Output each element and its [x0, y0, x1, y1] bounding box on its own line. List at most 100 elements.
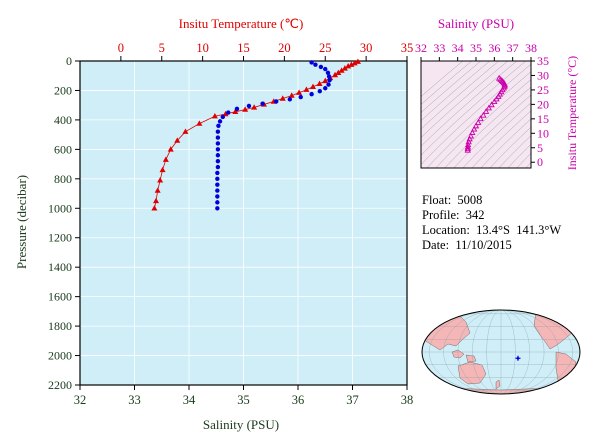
temperature-point [279, 95, 286, 101]
temperature-point [251, 104, 258, 110]
salinity-point [215, 194, 220, 199]
pressure-tick-label: 600 [54, 142, 72, 156]
profile-plot: 0200400600800100012001400160018002000220… [14, 16, 413, 432]
salinity-point [215, 153, 221, 158]
ts-point [466, 135, 473, 142]
ts-temperature-tick-label: 25 [537, 83, 549, 97]
salinity-point [217, 119, 223, 124]
salinity-point [274, 99, 279, 104]
salinity-series [215, 60, 332, 211]
map-graticule [422, 310, 580, 394]
density-contour [471, 110, 531, 168]
salinity-point [220, 114, 225, 120]
ts-temperature-tick-label: 0 [537, 155, 543, 169]
ts-point [464, 146, 471, 153]
map-frame [421, 309, 581, 395]
density-contour [453, 94, 531, 168]
salinity-point [323, 66, 328, 72]
salinity-point [323, 86, 328, 91]
salinity-point [234, 106, 240, 112]
temperature-point [288, 92, 295, 98]
temperature-tick-label: 35 [401, 41, 414, 55]
pressure-tick-label: 1000 [48, 201, 72, 215]
salinity-tick-label: 36 [292, 393, 305, 407]
ts-salinity-tick-label: 33 [433, 41, 445, 55]
temperature-point [332, 71, 339, 78]
density-contour [421, 61, 500, 130]
salinity-point [215, 182, 220, 187]
salinity-tick-label: 37 [346, 393, 359, 407]
density-contour [516, 152, 531, 168]
location-map [421, 309, 581, 395]
temperature-tick-label: 30 [360, 41, 373, 55]
pressure-tick-label: 800 [54, 172, 72, 186]
ts-points [464, 74, 508, 153]
salinity-tick-label: 35 [237, 393, 250, 407]
salinity-point [326, 74, 332, 79]
temperature-point [341, 65, 348, 71]
ts-point [469, 129, 476, 135]
salinity-tick-label: 34 [183, 393, 196, 407]
ts-point [480, 111, 487, 118]
density-contour [462, 102, 531, 168]
salinity-point [309, 91, 314, 97]
ts-salinity-tick-label: 32 [415, 41, 427, 55]
salinity-tick-label: 38 [401, 393, 414, 407]
salinity-point [246, 103, 252, 109]
salinity-point [327, 77, 332, 83]
salinity-point [215, 200, 220, 205]
temperature-point [182, 128, 189, 134]
temperature-tick-label: 25 [319, 41, 332, 55]
salinity-point [215, 188, 220, 193]
salinity-point [215, 164, 221, 170]
float-id-text: Float: 5008 [422, 193, 483, 207]
ts-salinity-axis: 32 33 34 35 36 37 38 [415, 41, 537, 61]
temperature-point [151, 205, 158, 211]
density-contour [525, 162, 531, 168]
salinity-axis: 32 33 34 35 36 37 38 [74, 385, 414, 407]
density-contour [421, 61, 509, 138]
temperature-point [316, 80, 323, 87]
map-meridian [457, 310, 545, 394]
density-contour [507, 143, 531, 168]
temperature-point [167, 146, 174, 152]
temperature-point [153, 197, 160, 204]
density-contour [421, 61, 518, 147]
ts-point [495, 74, 503, 81]
pressure-tick-label: 1200 [48, 231, 72, 245]
map-meridian [443, 310, 559, 394]
density-contour [435, 79, 531, 168]
salinity-point [298, 94, 303, 100]
ts-temperature-tick-label: 15 [537, 112, 549, 126]
temperature-tick-label: 15 [237, 41, 250, 55]
pressure-tick-label: 1800 [48, 319, 72, 333]
date-text: Date: 11/10/2015 [422, 238, 512, 252]
map-meridian [486, 310, 516, 394]
salinity-point [215, 170, 220, 176]
left-axis-title: Pressure (decibar) [14, 175, 29, 269]
ts-salinity-tick-label: 37 [507, 41, 519, 55]
pressure-tick-label: 0 [66, 54, 72, 68]
density-contour [489, 126, 531, 168]
temperature-axis: 0 5 10 15 20 25 30 35 [118, 41, 414, 61]
salinity-point [313, 62, 318, 67]
pressure-tick-label: 2200 [48, 378, 72, 392]
density-contour [426, 71, 531, 168]
temperature-point [296, 89, 303, 95]
ts-top-axis-title: Salinity (PSU) [438, 16, 514, 31]
map-meridian [472, 310, 530, 394]
ts-plot-area [421, 61, 531, 168]
salinity-point [215, 129, 221, 134]
bottom-axis-title: Salinity (PSU) [203, 417, 279, 432]
map-marker-dot [516, 356, 520, 360]
density-contour [444, 86, 531, 168]
temperature-tick-label: 0 [118, 41, 124, 55]
density-contour [498, 135, 531, 168]
density-contour [421, 61, 473, 105]
density-contour [421, 61, 482, 113]
ts-point [485, 104, 492, 111]
ts-point [464, 141, 472, 148]
temperature-point [354, 58, 361, 64]
